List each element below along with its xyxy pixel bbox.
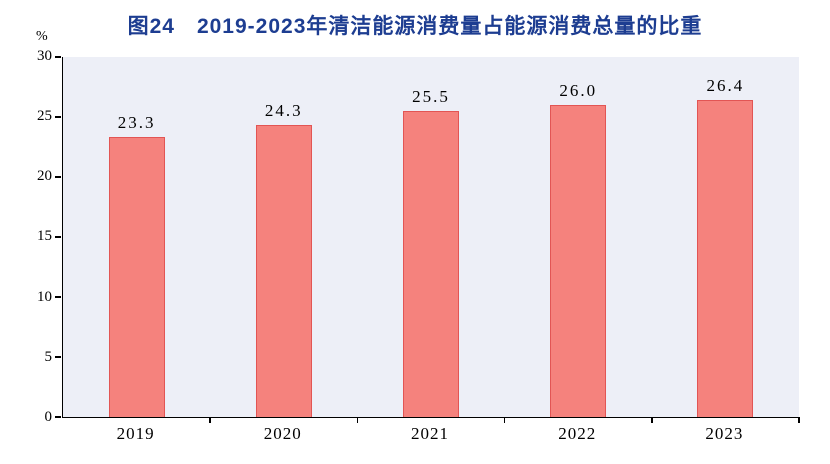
bar-group: 23.3 <box>63 57 210 417</box>
bars-row: 23.3 24.3 25.5 26.0 26.4 <box>63 57 799 417</box>
bar-group: 24.3 <box>210 57 357 417</box>
y-axis-label: 15 <box>37 228 52 245</box>
bar-value-label: 25.5 <box>412 87 450 106</box>
bar-group: 26.4 <box>652 57 799 417</box>
bar-value-label: 24.3 <box>264 101 303 121</box>
x-axis-label: 2023 <box>705 424 744 443</box>
bar-group: 25.5 <box>357 57 504 417</box>
bar-value-label: 26.0 <box>559 81 598 100</box>
y-axis-label: 30 <box>37 48 52 64</box>
y-axis-tick <box>55 416 61 418</box>
y-axis-tick <box>55 116 61 118</box>
y-axis-unit-label: % <box>36 29 48 44</box>
x-axis-label: 2022 <box>558 424 597 443</box>
x-axis-tick <box>798 417 800 423</box>
bar-2022: 26.0 <box>550 81 607 417</box>
x-axis-label: 2020 <box>263 424 302 443</box>
y-axis-labels: 30 25 20 15 10 5 0 <box>0 47 52 426</box>
y-axis-tick <box>55 356 61 358</box>
x-axis-labels-row: 2019 2020 2021 2022 2023 <box>62 424 798 444</box>
plot-area: 23.3 24.3 25.5 26.0 26.4 <box>55 56 800 423</box>
x-axis-tick <box>503 417 506 423</box>
y-axis-label: 0 <box>44 408 53 425</box>
y-axis-label: 20 <box>37 168 52 185</box>
chart-title: 图24 2019-2023年清洁能源消费量占能源消费总量的比重 <box>127 15 703 38</box>
bar-2020: 24.3 <box>255 101 312 417</box>
bar-2023: 26.4 <box>697 76 754 417</box>
bar-value-label: 26.4 <box>706 76 745 96</box>
bar-group: 26.0 <box>505 57 652 417</box>
x-axis-tick <box>356 417 359 423</box>
y-axis-label: 25 <box>37 108 52 125</box>
bar-2019: 23.3 <box>108 113 165 417</box>
y-axis-tick <box>55 56 61 58</box>
x-axis-label: 2019 <box>116 424 155 443</box>
bar-2021: 25.5 <box>403 87 459 417</box>
y-axis-tick <box>55 176 61 178</box>
y-axis-label: 5 <box>44 348 53 365</box>
y-axis-tick <box>55 236 61 238</box>
bar-value-label: 23.3 <box>117 113 156 133</box>
x-axis-label: 2021 <box>411 424 449 443</box>
y-axis-label: 10 <box>37 288 52 305</box>
y-axis-tick <box>55 296 61 298</box>
x-axis-tick <box>651 417 653 423</box>
x-axis-tick <box>209 417 211 423</box>
